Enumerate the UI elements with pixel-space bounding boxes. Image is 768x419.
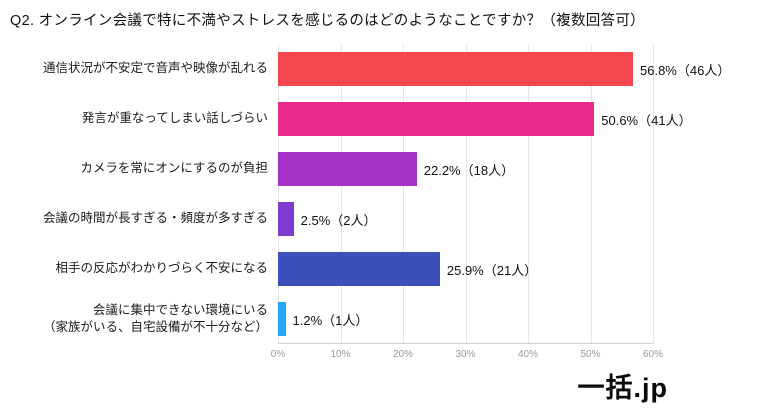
category-label: 会議に集中できない環境にいる （家族がいる、自宅設備が不十分など）: [42, 302, 268, 335]
category-label: カメラを常にオンにするのが負担: [80, 161, 268, 176]
bar-track: 25.9%（21人）: [278, 244, 653, 294]
plot-area: [278, 44, 654, 344]
value-label: 25.9%（21人）: [446, 262, 538, 278]
bar-track: 2.5%（2人）: [278, 194, 653, 244]
x-tick-label: 40%: [517, 349, 539, 360]
gridline: [590, 44, 592, 343]
bar-chart: 通信状況が不安定で音声や映像が乱れる 56.8%（46人） 発言が重なってしまい…: [10, 44, 758, 374]
bar: [278, 302, 286, 336]
bar: [278, 152, 417, 186]
category-label: 会議の時間が長すぎる・頻度が多すぎる: [42, 211, 268, 226]
chart-title: Q2. オンライン会議で特に不満やストレスを感じるのはどのようなことですか？（複…: [10, 13, 645, 29]
gridline: [403, 44, 404, 343]
chart-row: 会議に集中できない環境にいる （家族がいる、自宅設備が不十分など） 1.2%（1…: [10, 294, 758, 344]
value-label: 2.5%（2人）: [300, 212, 377, 228]
bar: [278, 52, 633, 86]
bar: [278, 102, 595, 136]
chart-rows: 通信状況が不安定で音声や映像が乱れる 56.8%（46人） 発言が重なってしまい…: [10, 44, 758, 344]
chart-row: 通信状況が不安定で音声や映像が乱れる 56.8%（46人）: [10, 44, 758, 94]
gridline: [465, 44, 467, 343]
brand-logo: 一括.jp: [577, 373, 668, 403]
bar-track: 1.2%（1人）: [278, 294, 653, 344]
x-axis: 0% 10% 20% 30% 40% 50% 60%: [271, 349, 663, 365]
bar: [278, 202, 294, 236]
value-label: 50.6%（41人）: [601, 112, 692, 128]
gridline: [278, 44, 279, 343]
chart-row: 発言が重なってしまい話しづらい 50.6%（41人）: [10, 94, 758, 144]
bar-track: 50.6%（41人）: [278, 94, 692, 144]
x-tick-label: 60%: [642, 349, 664, 360]
chart-row: カメラを常にオンにするのが負担 22.2%（18人）: [10, 144, 758, 194]
category-label: 相手の反応がわかりづらく不安になる: [55, 261, 268, 276]
x-tick-label: 0%: [270, 349, 286, 360]
category-label: 発言が重なってしまい話しづらい: [81, 111, 268, 126]
value-label: 1.2%（1人）: [292, 312, 369, 328]
x-tick-label: 30%: [455, 349, 476, 360]
category-label: 通信状況が不安定で音声や映像が乱れる: [42, 61, 268, 76]
value-label: 56.8%（46人）: [640, 62, 731, 78]
bar-track: 22.2%（18人）: [278, 144, 653, 194]
x-tick-label: 10%: [330, 349, 351, 360]
gridline: [528, 44, 529, 343]
chart-row: 相手の反応がわかりづらく不安になる 25.9%（21人）: [10, 244, 758, 294]
bar-track: 56.8%（46人）: [278, 44, 730, 94]
x-tick-label: 20%: [392, 349, 414, 360]
gridline: [653, 44, 654, 343]
chart-row: 会議の時間が長すぎる・頻度が多すぎる 2.5%（2人）: [10, 194, 758, 244]
x-tick-label: 50%: [580, 349, 601, 360]
bar: [278, 252, 440, 286]
value-label: 22.2%（18人）: [423, 162, 515, 178]
gridline: [340, 44, 342, 343]
